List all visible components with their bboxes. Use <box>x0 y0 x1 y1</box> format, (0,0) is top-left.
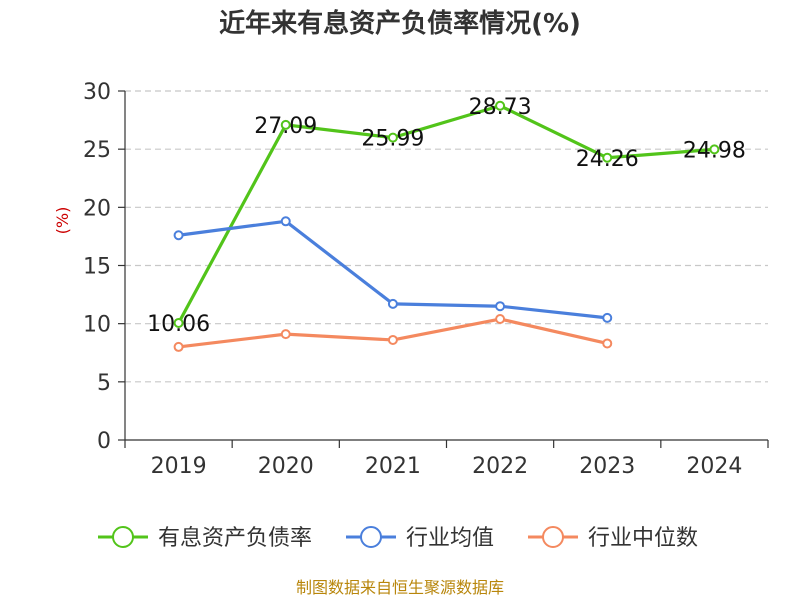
data-label: 10.06 <box>147 312 210 337</box>
legend-item: 行业中位数 <box>528 526 698 551</box>
chart-title: 近年来有息资产负债率情况(%) <box>219 8 581 39</box>
y-tick-label: 25 <box>83 138 111 163</box>
data-point <box>387 132 398 143</box>
data-point <box>709 144 720 155</box>
y-tick-label: 5 <box>97 371 111 396</box>
data-label: 24.98 <box>683 138 746 163</box>
legend-label: 有息资产负债率 <box>158 526 312 551</box>
data-point <box>387 334 398 345</box>
x-tick-label: 2021 <box>365 454 421 479</box>
data-point <box>173 341 184 352</box>
legend: 有息资产负债率 行业均值 行业中位数 <box>98 526 698 551</box>
legend-label: 行业均值 <box>406 526 494 551</box>
legend-swatch-marker <box>112 526 134 548</box>
legend-swatch-marker <box>360 526 382 548</box>
x-tick-label: 2024 <box>686 454 742 479</box>
y-tick-label: 30 <box>83 80 111 105</box>
data-point <box>602 152 613 163</box>
data-label: 27.09 <box>254 114 317 139</box>
data-label: 28.73 <box>469 95 532 120</box>
data-point <box>387 298 398 309</box>
legend-item: 有息资产负债率 <box>98 526 312 551</box>
data-point <box>173 317 184 328</box>
y-tick-label: 10 <box>83 313 111 338</box>
x-tick-label: 2019 <box>151 454 207 479</box>
x-tick-label: 2022 <box>472 454 528 479</box>
data-point <box>173 230 184 241</box>
data-label: 24.26 <box>576 147 639 172</box>
data-point <box>495 301 506 312</box>
data-point <box>602 338 613 349</box>
y-tick-label: 20 <box>83 196 111 221</box>
series-group <box>173 216 613 323</box>
source-note: 制图数据来自恒生聚源数据库 <box>296 578 504 597</box>
data-label: 25.99 <box>361 127 424 152</box>
series-group <box>173 314 613 352</box>
y-tick-label: 15 <box>83 255 111 280</box>
gridlines <box>125 90 768 383</box>
x-tick-label: 2023 <box>579 454 635 479</box>
legend-label: 行业中位数 <box>588 526 698 551</box>
series-line <box>177 104 715 324</box>
series-group: 10.06 27.09 25.99 28.73 24.26 24.98 <box>147 95 746 337</box>
x-tick-label: 2020 <box>258 454 314 479</box>
data-point <box>280 119 291 130</box>
y-axis-label: (%) <box>53 207 72 235</box>
data-point <box>495 100 506 111</box>
legend-item: 行业均值 <box>346 526 494 551</box>
series-layer: 10.06 27.09 25.99 28.73 24.26 24.98 <box>147 95 746 352</box>
axes: 0 5 10 15 20 25 30 2019 2020 2021 2022 2023 2024 <box>83 80 769 479</box>
data-point <box>280 329 291 340</box>
data-point <box>280 216 291 227</box>
data-point <box>495 314 506 325</box>
legend-swatch-marker <box>542 526 564 548</box>
y-tick-label: 0 <box>97 429 111 454</box>
data-point <box>602 312 613 323</box>
